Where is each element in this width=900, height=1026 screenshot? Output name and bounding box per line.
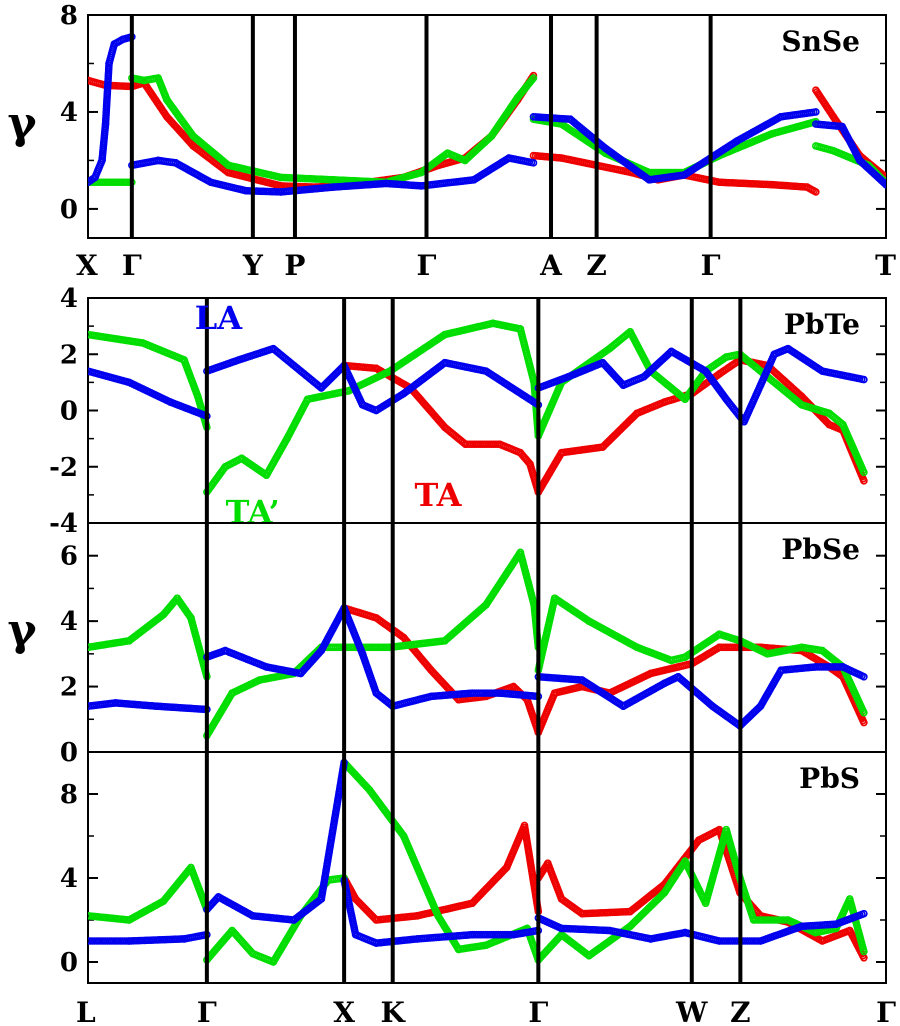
data-point — [896, 183, 900, 189]
y-tick-label: 8 — [60, 1, 78, 31]
y-tick-label: 0 — [60, 195, 78, 225]
data-point — [860, 672, 868, 681]
y-tick-label: 8 — [60, 780, 78, 810]
data-point — [884, 180, 886, 188]
y-tick-label: 0 — [60, 397, 78, 427]
y-tick-label: -4 — [49, 509, 78, 539]
annotation-la: LA — [195, 299, 244, 337]
data-point — [889, 180, 895, 186]
panel-snse: 0 4 8 SnSe γ — [7, 1, 900, 239]
y-tick-label: 0 — [60, 738, 78, 768]
data-point — [812, 108, 820, 116]
data-point — [892, 189, 898, 195]
series-group — [88, 33, 900, 196]
data-point — [889, 186, 895, 192]
y-tick-label: 4 — [60, 864, 78, 894]
y-tick-label: 2 — [60, 340, 78, 370]
plot-frame — [87, 751, 887, 984]
data-point — [529, 159, 538, 167]
y-axis-label: γ — [7, 605, 37, 656]
series-2 — [88, 344, 868, 426]
data-point — [890, 187, 896, 193]
y-tick-label: 4 — [60, 607, 78, 637]
data-point — [860, 477, 868, 485]
data-point — [887, 185, 893, 191]
annotation-ta: TA’ — [226, 493, 280, 531]
data-point — [891, 179, 897, 185]
series-group — [88, 758, 868, 966]
y-tick-label: 4 — [60, 98, 78, 128]
data-point — [860, 468, 868, 477]
plot-frame — [87, 14, 887, 239]
y-tick-label: 0 — [60, 948, 78, 978]
series-group — [88, 548, 868, 740]
data-point — [894, 182, 900, 188]
material-label: SnSe — [781, 25, 860, 58]
series-0 — [88, 71, 900, 196]
panel-pbse: 0 2 4 6 PbSe γ — [7, 522, 887, 768]
data-point — [893, 179, 899, 185]
series-2 — [88, 604, 868, 730]
data-point — [895, 178, 900, 184]
annotation-ta: TA — [415, 476, 463, 514]
data-point — [812, 188, 820, 196]
data-point — [890, 180, 896, 186]
y-tick-label: 2 — [60, 673, 78, 703]
data-point — [892, 182, 898, 188]
y-tick-label: -2 — [49, 453, 78, 483]
data-point — [885, 179, 886, 182]
material-label: PbSe — [781, 533, 860, 566]
data-point — [860, 718, 868, 727]
series-1 — [88, 548, 868, 740]
y-axis-label: γ — [7, 98, 37, 149]
data-point — [860, 708, 868, 717]
y-tick-label: 6 — [60, 542, 78, 572]
data-point — [529, 74, 538, 82]
panel-pbte: -4 -2 0 2 4 PbTe LA TA TA’ — [49, 284, 887, 539]
panel-pbs: 048 PbS — [60, 751, 887, 984]
data-point — [860, 375, 868, 384]
data-point — [894, 190, 900, 196]
data-point — [888, 179, 894, 185]
data-point — [882, 180, 886, 189]
series-group — [88, 319, 868, 496]
data-point — [172, 596, 180, 604]
data-point — [896, 190, 900, 196]
y-tick-label: 4 — [60, 284, 78, 314]
data-point — [892, 182, 898, 188]
material-label: PbTe — [784, 308, 860, 341]
data-point — [880, 179, 886, 188]
data-point — [892, 189, 898, 195]
data-point — [887, 181, 893, 187]
